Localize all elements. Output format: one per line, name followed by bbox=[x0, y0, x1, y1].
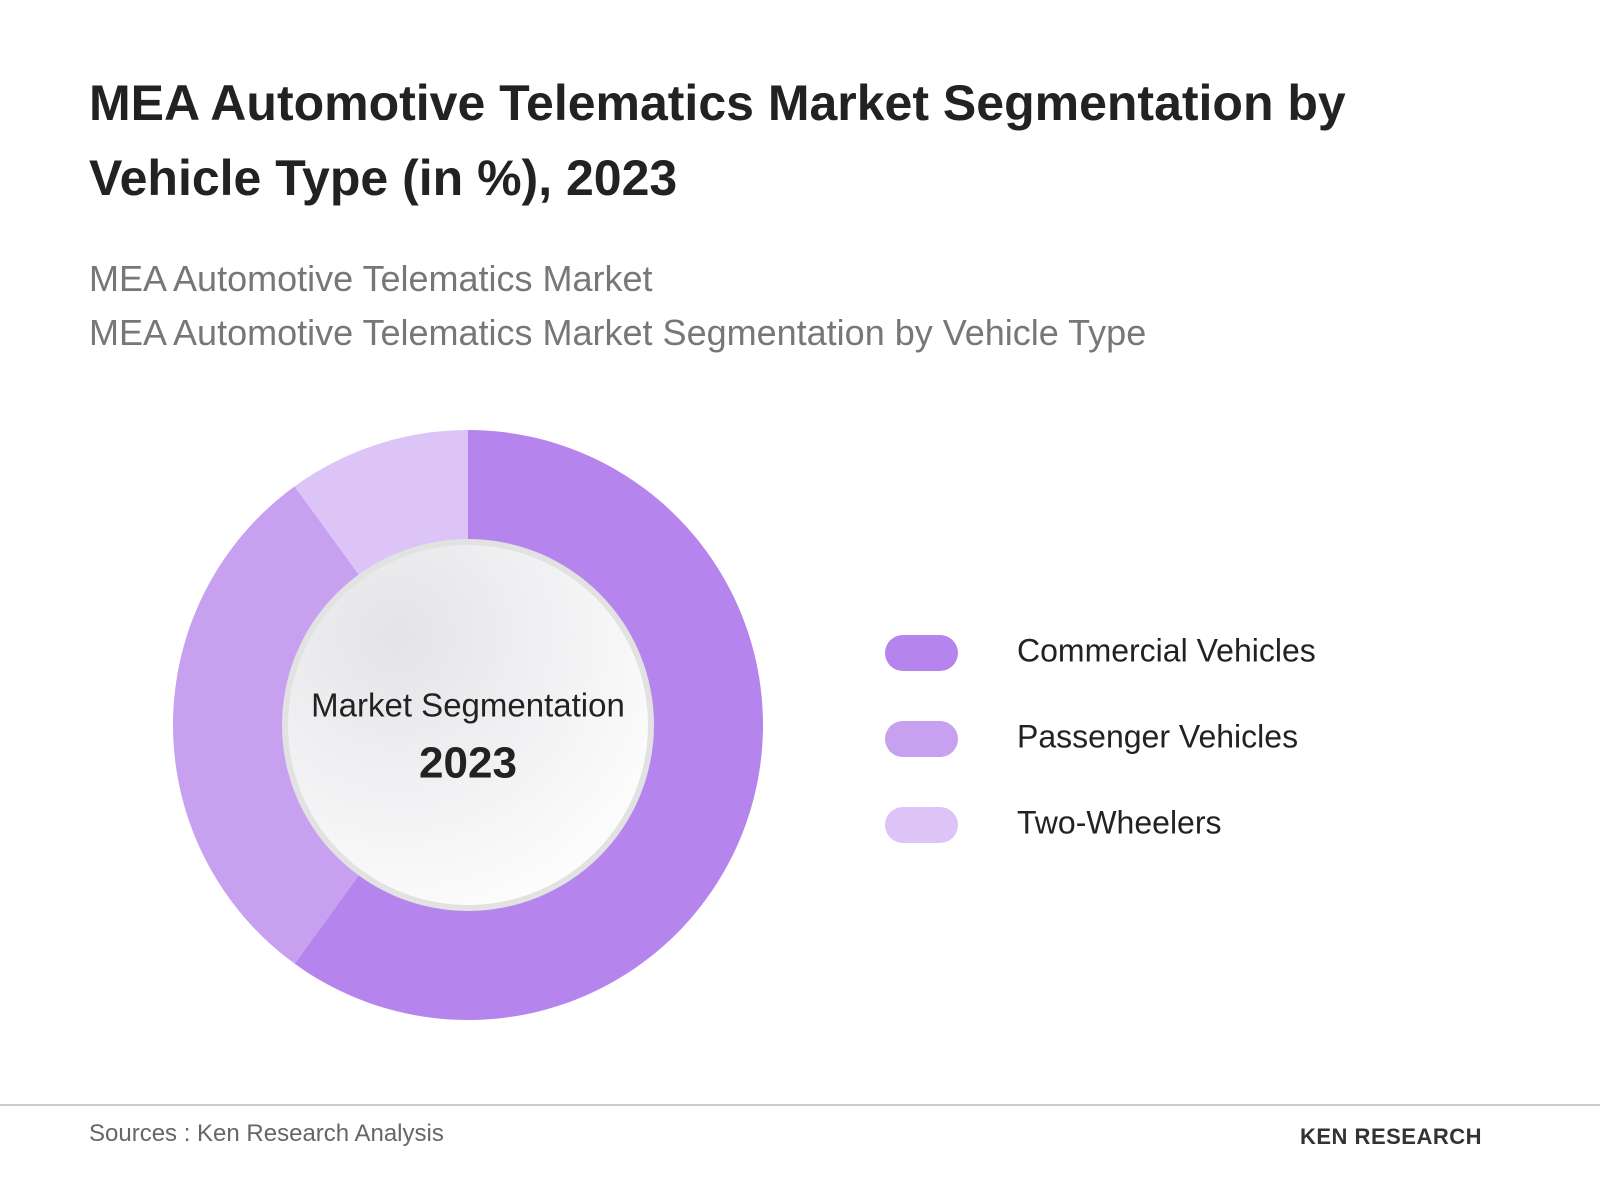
legend-label: Passenger Vehicles bbox=[1017, 718, 1298, 754]
legend-swatch bbox=[885, 807, 958, 843]
legend-label: Two-Wheelers bbox=[1017, 804, 1222, 840]
logo: KEN RESEARCH bbox=[1300, 1124, 1483, 1149]
center-label: Market Segmentation bbox=[311, 687, 625, 724]
legend-label: Commercial Vehicles bbox=[1017, 632, 1316, 668]
center-disc bbox=[288, 545, 648, 905]
subtitle: MEA Automotive Telematics Market Segment… bbox=[89, 312, 1147, 353]
chart-title: MEA Automotive Telematics Market Segment… bbox=[89, 75, 1346, 206]
source: Sources : Ken Research Analysis bbox=[89, 1120, 444, 1147]
legend-swatch bbox=[885, 635, 958, 671]
subtitle: MEA Automotive Telematics Market bbox=[89, 258, 653, 299]
legend-swatch bbox=[885, 721, 958, 757]
center-year: 2023 bbox=[419, 739, 517, 788]
